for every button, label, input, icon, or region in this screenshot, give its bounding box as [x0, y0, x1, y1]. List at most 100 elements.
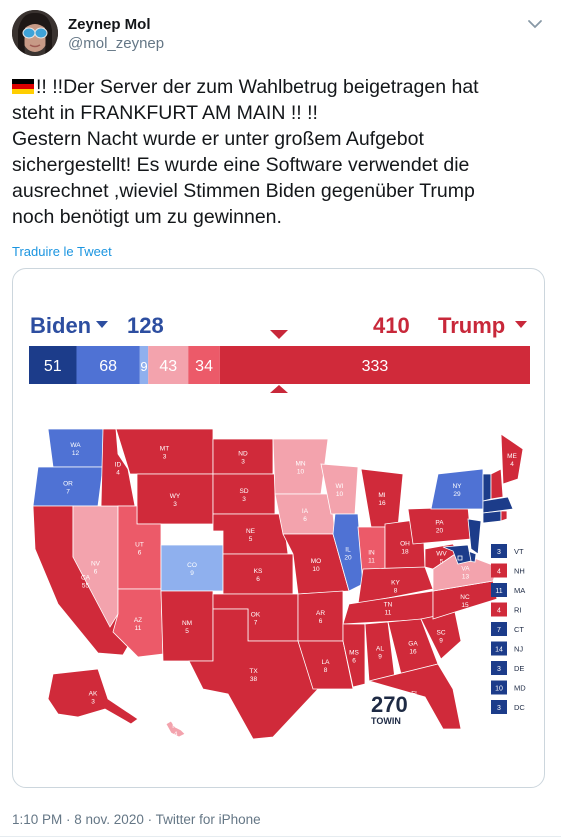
state-abbr: LA: [322, 659, 331, 666]
state-abbr: IA: [302, 508, 309, 515]
small-state-ri: 4 RI: [491, 602, 522, 617]
state-ev: 3: [173, 501, 177, 508]
state-ev: 4: [510, 461, 514, 468]
state-ev: 3: [241, 459, 245, 466]
bar-segment-label: 9: [140, 359, 147, 374]
state-fl: [367, 663, 462, 730]
state-abbr: OH: [400, 541, 410, 548]
state-nh: [490, 468, 504, 500]
state-vt: [482, 473, 492, 502]
state-abbr: HI: [172, 723, 179, 730]
small-state-ev: 4: [497, 569, 501, 576]
author-handle[interactable]: @mol_zeynep: [68, 35, 165, 52]
state-abbr: MS: [349, 650, 359, 657]
state-dc: [457, 555, 463, 561]
tweet-timestamp[interactable]: 1:10 PM · 8 nov. 2020 · Twitter for iPho…: [12, 812, 261, 827]
state-ev: 6: [256, 576, 260, 583]
small-state-ct: 7 CT: [491, 622, 524, 636]
center-marker-bottom: [270, 385, 288, 393]
small-state-box: [491, 544, 507, 558]
small-state-box: [491, 583, 507, 597]
state-ev: 29: [411, 699, 419, 706]
state-abbr: AR: [316, 610, 325, 617]
state-il: [332, 513, 364, 592]
state-ev: 11: [385, 610, 392, 617]
state-abbr: UT: [135, 542, 144, 549]
avatar[interactable]: [12, 10, 58, 56]
small-state-box: [491, 622, 507, 636]
state-ev: 7: [254, 620, 258, 627]
bar-segment: [76, 346, 140, 384]
state-label-ia: IA6: [302, 508, 309, 523]
state-abbr: CO: [187, 562, 197, 569]
state-abbr: CA: [81, 575, 91, 582]
state-label-la: LA8: [322, 659, 331, 674]
state-labels: WA12OR7CA55NV6ID4MT3WY3UT6AZ11CO9NM5ND3S…: [63, 442, 517, 738]
tweet-text: !! !!Der Server der zum Wahlbetrug beige…: [12, 74, 542, 230]
state-label-sd: SD3: [239, 488, 248, 503]
state-ma: [482, 496, 514, 514]
state-abbr: OR: [63, 481, 73, 488]
state-ev: 8: [324, 667, 328, 674]
small-state-ev: 11: [495, 588, 502, 595]
state-abbr: KS: [254, 568, 263, 575]
state-label-id: ID4: [115, 462, 122, 477]
state-ak: [47, 668, 139, 725]
state-ev: 9: [378, 654, 382, 661]
state-label-ar: AR6: [316, 610, 325, 625]
state-ev: 11: [368, 558, 375, 565]
state-abbr: NE: [246, 528, 256, 535]
center-marker-top: [270, 330, 288, 339]
state-label-nd: ND3: [238, 451, 248, 466]
state-abbr: MT: [160, 446, 169, 453]
state-label-nm: NM5: [182, 620, 192, 635]
state-ev: 38: [250, 676, 258, 683]
small-state-abbr: VT: [514, 547, 524, 556]
state-abbr: NC: [460, 594, 470, 601]
state-ev: 9: [190, 570, 194, 577]
state-label-ne: NE5: [246, 528, 256, 543]
state-abbr: SD: [239, 488, 248, 495]
state-abbr: AL: [376, 646, 384, 653]
small-state-nh: 4 NH: [491, 563, 525, 578]
state-abbr: FL: [411, 691, 419, 698]
state-label-ut: UT6: [135, 542, 144, 557]
state-label-or: OR7: [63, 481, 73, 496]
state-ct: [482, 510, 502, 524]
state-abbr: ID: [115, 462, 122, 469]
small-state-dc: 3 DC: [491, 700, 525, 714]
logo-270: 270: [371, 692, 408, 717]
translate-tweet-link[interactable]: Traduire le Tweet: [12, 244, 112, 259]
state-ev: 5: [185, 628, 189, 635]
more-options-icon[interactable]: [525, 14, 545, 34]
state-ev: 3: [242, 496, 246, 503]
state-ev: 12: [72, 450, 80, 457]
state-label-ak: AK3: [89, 691, 98, 706]
state-abbr: ME: [507, 453, 517, 460]
state-me: [500, 433, 524, 485]
author-display-name[interactable]: Zeynep Mol: [68, 16, 151, 33]
tweet-media[interactable]: Biden 128 410 Trump 51 68 9 43 34 333: [12, 268, 545, 788]
state-label-mt: MT3: [160, 446, 169, 461]
state-abbr: OK: [251, 612, 261, 619]
electoral-vote-bar: 51 68 9 43 34 333: [29, 346, 530, 384]
state-label-wy: WY3: [170, 493, 181, 508]
state-ev: 5: [249, 536, 253, 543]
small-state-abbr: NJ: [514, 645, 523, 654]
state-ev: 6: [352, 658, 356, 665]
state-md: [442, 544, 472, 565]
state-ev: 4: [116, 470, 120, 477]
state-abbr: ND: [238, 451, 248, 458]
small-state-ev: 7: [497, 627, 501, 634]
state-ev: 18: [401, 549, 409, 556]
tweet-header: Zeynep Mol @mol_zeynep: [12, 10, 549, 60]
small-state-abbr: CT: [514, 625, 524, 634]
biden-label: Biden: [30, 313, 91, 338]
bar-segment-label: 34: [195, 358, 213, 375]
bar-segment: [139, 346, 149, 384]
state-abbr: NY: [452, 483, 462, 490]
avatar-image: [12, 10, 58, 56]
